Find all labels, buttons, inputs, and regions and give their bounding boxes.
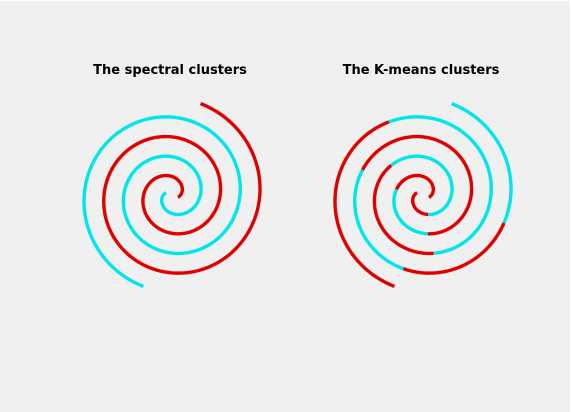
- spiral-arm-b-cluster-1-segment-3: [353, 169, 404, 271]
- spectral-clusters-panel: The spectral clusters: [82, 63, 262, 288]
- spiral-arm-a-cluster-1-segment-3: [388, 115, 493, 255]
- spectral-clusters-title: The spectral clusters: [93, 63, 247, 78]
- spiral-arm-b-cluster-2-segment-2: [360, 134, 474, 236]
- spiral-arm-b-cluster-2-segment-0: [102, 102, 262, 275]
- spiral-arm-b-cluster-2-segment-0: [394, 173, 436, 199]
- spiral-arm-b-cluster-1-segment-5: [450, 102, 513, 224]
- figure-top-border: [0, 0, 571, 1]
- spiral-arm-a-cluster-1-segment-0: [82, 115, 242, 288]
- spiral-arm-b-cluster-2-segment-4: [402, 222, 506, 275]
- spiral-arm-a-cluster-2-segment-4: [333, 120, 396, 288]
- spectral-spiral-marks: [82, 102, 262, 288]
- spiral-arm-a-cluster-2-segment-2: [372, 164, 434, 256]
- kmeans-spiral-marks: [333, 102, 513, 288]
- spiral-arm-a-cluster-1-segment-1: [390, 154, 454, 217]
- spiral-arm-a-cluster-2-segment-0: [410, 191, 429, 217]
- kmeans-clusters-panel: The K-means clusters: [333, 63, 513, 288]
- kmeans-clusters-title: The K-means clusters: [343, 63, 500, 78]
- spiral-arm-b-cluster-1-segment-1: [392, 188, 428, 236]
